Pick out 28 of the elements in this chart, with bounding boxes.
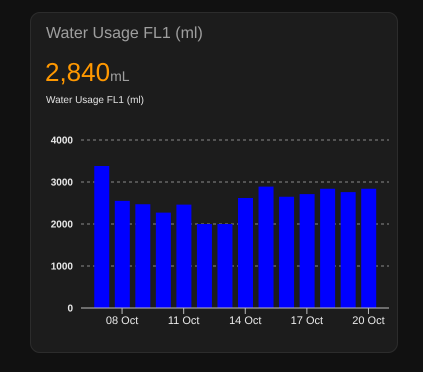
x-tick-label: 11 Oct [168, 314, 200, 327]
bar [279, 196, 294, 308]
bar [176, 204, 192, 308]
chart-subtitle: Water Usage FL1 (ml) [46, 25, 203, 43]
bar [135, 204, 150, 308]
y-tick-label: 2000 [50, 220, 74, 231]
bar [196, 224, 212, 308]
bar [238, 198, 253, 308]
bar [156, 212, 171, 308]
bar [94, 166, 110, 308]
x-tick-label: 17 Oct [290, 314, 324, 327]
bar [340, 192, 356, 308]
bar [114, 200, 130, 308]
bar [300, 194, 315, 308]
chart-title: Water Usage FL1 (ml) [46, 95, 144, 106]
bar [258, 186, 274, 308]
y-tick-label: 0 [67, 304, 74, 315]
y-tick-label: 1000 [50, 262, 74, 273]
text: mL [110, 68, 130, 84]
x-tick-label: 20 Oct [352, 314, 385, 327]
text: 2,840 [45, 57, 110, 88]
y-tick-label: 3000 [50, 178, 74, 189]
bar [361, 188, 376, 308]
bar [320, 188, 336, 308]
x-tick-label: 14 Oct [229, 314, 262, 327]
bar [217, 224, 232, 308]
x-tick-label: 08 Oct [106, 314, 138, 327]
y-tick-label: 4000 [50, 136, 74, 147]
